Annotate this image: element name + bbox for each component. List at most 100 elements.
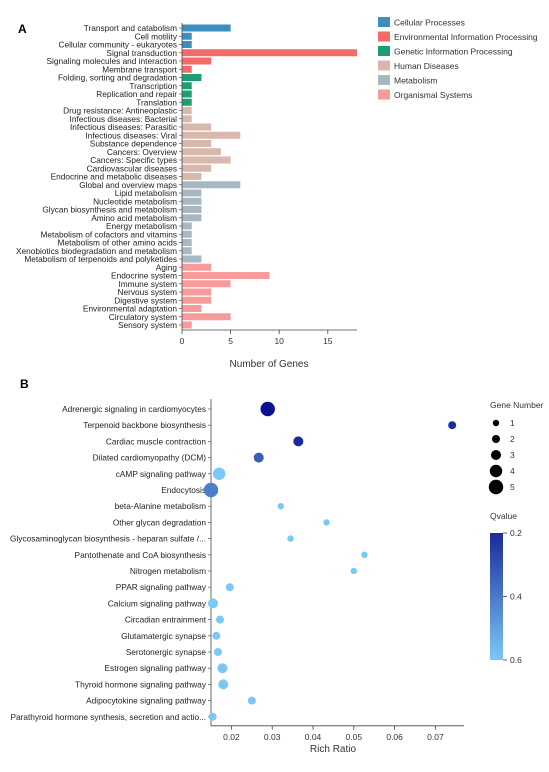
bubble-label: Calcium signaling pathway [108,598,207,608]
bar [182,115,192,123]
bubble [212,631,221,640]
bubble [247,696,256,705]
bar [182,280,231,288]
bar-label: Amino acid metabolism [91,213,177,223]
bar-label: Substance dependence [90,139,178,149]
bubble-category-labels: Adrenergic signaling in cardiomyocytes Te… [10,404,207,722]
bar-label: Signal transduction [106,48,177,58]
bubble [260,401,275,417]
bar [182,189,202,197]
bar [182,49,357,57]
bubble-x-axis-title: Rich Ratio [310,744,357,755]
x-tick-label: 0.06 [386,732,403,742]
bar-label: Endocrine and metabolic diseases [51,172,177,182]
bubble-label: Estrogen signaling pathway [105,663,207,673]
bar [182,90,192,98]
bubble-label: Parathyroid hormone synthesis, secretion… [10,712,206,722]
bubble-label: Nitrogen metabolism [130,566,206,576]
bar [182,321,192,329]
bar-label: Cancers: Specific types [90,155,177,165]
bar-label: Cancers: Overview [107,147,178,157]
bar [182,156,231,164]
bar [182,98,192,106]
bar [182,263,212,271]
x-tick-label: 0.04 [305,732,322,742]
bar-x-axis: 0 5 10 15 [179,23,357,346]
bar-label: Signaling molecules and interaction [46,56,177,66]
legend-label: Cellular Processes [394,18,465,28]
bar [182,57,212,65]
colorbar-tick-label: 0.2 [510,528,522,538]
colorbar-tick-label: 0.4 [510,592,522,602]
bubble-label: Adipocytokine signaling pathway [86,696,207,706]
bar-label: Digestive system [114,295,177,305]
bubble-label: Glycosaminoglycan biosynthesis - heparan… [10,534,206,544]
bubble-label: Other glycan degradation [113,517,207,527]
bubble [361,551,368,558]
bubble-series [203,401,457,721]
panel-a-label: A [18,22,27,36]
bubble-label: Terpenoid backbone biosynthesis [83,420,206,430]
bar-x-axis-title: Number of Genes [230,359,309,370]
bar-label: Lipid metabolism [115,188,177,198]
color-legend-ticks: 0.2 0.4 0.6 [503,528,522,665]
bar [182,181,241,189]
colorbar-tick-label: 0.6 [510,655,522,665]
bubble [213,648,222,656]
bubble [277,503,284,510]
bubble [350,567,358,575]
bubble [287,535,294,542]
size-legend-dot [489,464,503,478]
bar [182,197,202,205]
bar [182,131,241,139]
legend-label: Environmental Information Processing [394,32,538,42]
x-tick-label: 15 [323,336,333,346]
bar-label: Infectious diseases: Parasitic [70,122,177,132]
bubble-label: Circadian entrainment [125,615,207,625]
bubble-label: Adrenergic signaling in cardiomyocytes [62,404,206,414]
bar [182,140,212,147]
x-tick-label: 0.03 [264,732,281,742]
bar-label: Sensory system [118,320,177,330]
bar [182,305,202,312]
bar-label: Circulatory system [109,312,177,322]
bar [182,239,192,246]
x-tick-label: 0 [180,336,185,346]
bubble-label: Glutamatergic synapse [121,631,206,641]
size-legend-dot [492,435,500,443]
bar-label: Metabolism of other amino acids [58,238,177,248]
bar-label: Glycan biosynthesis and metabolism [42,205,177,215]
bar-label: Cell motility [135,31,178,41]
bar-label: Transport and catabolism [84,23,177,33]
bubble-label: Pantothenate and CoA biosynthesis [75,550,206,560]
bar [182,255,202,263]
bubble [293,436,304,447]
bar [182,164,212,172]
bar [182,247,192,255]
bubble-label: Dilated cardiomyopathy (DCM) [93,453,207,463]
bubble [212,467,226,480]
bar-label: Drug resistance: Antineoplastic [63,106,177,116]
legend-swatch [378,46,390,56]
bubble-label: beta-Alanine metabolism [115,501,206,511]
legend-swatch [378,17,390,27]
legend-label: Genetic Information Processing [394,47,513,57]
bar-label: Cellular community - eukaryotes [58,40,177,50]
bar [182,230,192,238]
bubble [208,598,219,609]
bar [182,206,202,213]
bubble [217,663,228,674]
panel-b-label: B [20,377,29,391]
bar-label: Membrane transport [102,64,177,74]
bar [182,74,202,81]
bar-label: Xenobiotics biodegradation and metabolis… [16,246,177,256]
bubble [203,482,219,498]
bubble-label: Thyroid hormone signaling pathway [75,679,207,689]
bar-label: Nervous system [118,287,178,297]
bar-label: Nucleotide metabolism [93,196,177,206]
x-tick-label: 0.02 [223,732,240,742]
bubble [225,583,234,592]
size-legend-dot [492,419,500,427]
bubble-label: Endocytosis [161,485,206,495]
